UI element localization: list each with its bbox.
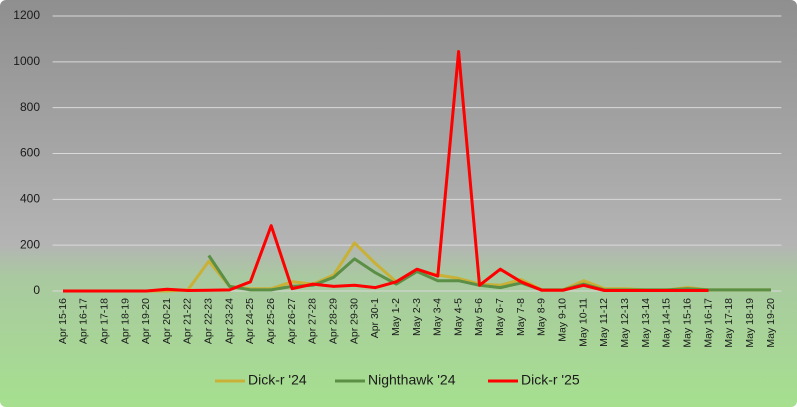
y-tick-label: 1000 (13, 54, 40, 68)
x-tick-label: May 2-3 (411, 298, 423, 336)
x-tick-label: May 14-15 (661, 298, 673, 348)
y-tick-label: 1200 (13, 8, 40, 22)
x-tick-label: May 18-19 (744, 298, 756, 348)
x-tick-label: May 17-18 (723, 298, 735, 348)
x-tick-label: May 13-14 (640, 298, 652, 348)
x-tick-label: Apr 22-23 (203, 298, 215, 344)
series-line (63, 50, 709, 293)
x-tick-label: Apr 21-22 (182, 298, 194, 344)
x-tick-label: Apr 18-19 (119, 298, 131, 344)
x-tick-label: Apr 17-18 (98, 298, 110, 344)
x-tick-label: May 15-16 (681, 298, 693, 348)
x-tick-label: May 6-7 (494, 298, 506, 336)
x-tick-label: May 16-17 (702, 298, 714, 348)
x-tick-label: Apr 20-21 (161, 298, 173, 344)
x-tick-label: May 5-6 (473, 298, 485, 336)
x-tick-label: May 4-5 (452, 298, 464, 336)
x-tick-label: May 1-2 (390, 298, 402, 336)
y-tick-label: 0 (33, 283, 40, 297)
x-tick-label: Apr 25-26 (265, 298, 277, 344)
y-tick-label: 600 (20, 146, 40, 160)
x-tick-label: Apr 19-20 (140, 298, 152, 344)
x-tick-label: May 3-4 (432, 298, 444, 336)
legend-label: Nighthawk '24 (368, 372, 456, 388)
x-tick-label: May 19-20 (765, 298, 777, 348)
x-tick-label: Apr 26-27 (286, 298, 298, 344)
x-tick-label: May 11-12 (598, 298, 610, 347)
x-tick-label: May 10-11 (577, 298, 589, 347)
x-tick-label: Apr 28-29 (327, 298, 339, 344)
x-tick-label: Apr 30-1 (369, 298, 381, 338)
x-tick-label: Apr 23-24 (223, 298, 235, 344)
x-tick-label: Apr 27-28 (307, 298, 319, 344)
x-tick-label: Apr 24-25 (244, 298, 256, 344)
x-tick-label: Apr 15-16 (57, 298, 69, 344)
legend-label: Dick-r '25 (521, 372, 580, 388)
x-tick-label: May 9-10 (557, 298, 569, 342)
x-tick-label: Apr 29-30 (348, 298, 360, 344)
x-tick-label: May 12-13 (619, 298, 631, 348)
x-tick-label: Apr 16-17 (78, 298, 90, 344)
y-tick-label: 200 (20, 237, 40, 251)
y-tick-label: 800 (20, 100, 40, 114)
y-tick-label: 400 (20, 192, 40, 206)
x-tick-label: May 8-9 (536, 298, 548, 336)
x-tick-label: May 7-8 (515, 298, 527, 336)
legend-label: Dick-r '24 (248, 372, 307, 388)
